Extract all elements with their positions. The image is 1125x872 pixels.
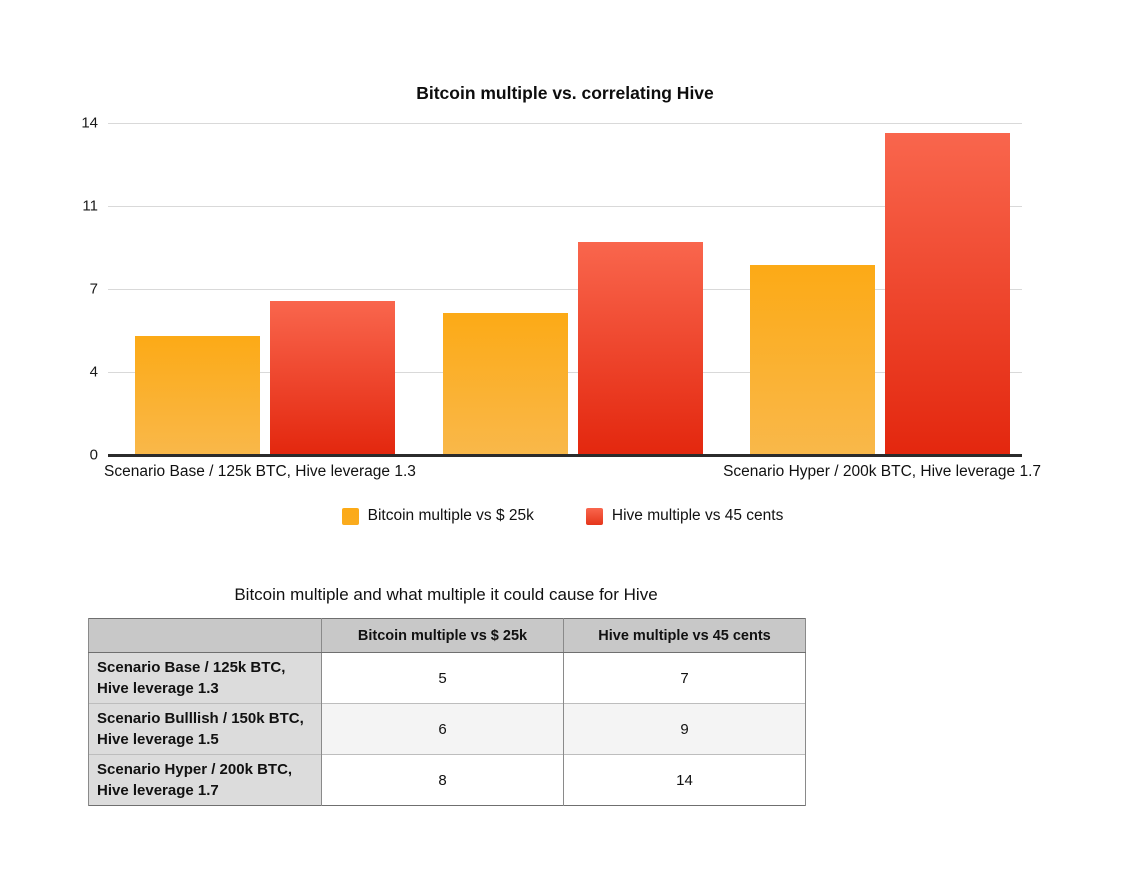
table-title: Bitcoin multiple and what multiple it co… (234, 585, 658, 604)
y-axis-tick-0: 0 (89, 446, 98, 464)
cell-hyper-bitcoin-multiple: 8 (321, 754, 564, 806)
row-label-scenario-bullish: Scenario Bulllish / 150k BTC, Hive lever… (88, 703, 322, 755)
chart-legend: Bitcoin multiple vs $ 25k Hive multiple … (0, 507, 1125, 525)
x-axis-label-hyper: Scenario Hyper / 200k BTC, Hive leverage… (723, 463, 1041, 480)
cell-hyper-hive-multiple: 14 (563, 754, 806, 806)
legend-label-hive: Hive multiple vs 45 cents (611, 507, 784, 524)
legend-label-bitcoin: Bitcoin multiple vs $ 25k (367, 507, 534, 524)
column-header-blank (88, 618, 322, 653)
bar-bitcoin-group3 (750, 265, 875, 455)
cell-bullish-hive-multiple: 9 (563, 703, 806, 755)
row-label-scenario-base: Scenario Base / 125k BTC, Hive leverage … (88, 652, 322, 704)
x-axis-label-base: Scenario Base / 125k BTC, Hive leverage … (104, 463, 416, 480)
bar-hive-group3 (885, 132, 1010, 455)
legend-item-hive: Hive multiple vs 45 cents (585, 507, 784, 525)
bar-bitcoin-group1 (135, 336, 260, 455)
x-axis-labels: Scenario Base / 125k BTC, Hive leverage … (104, 463, 1041, 481)
chart-title: Bitcoin multiple vs. correlating Hive (416, 83, 714, 103)
legend-item-bitcoin: Bitcoin multiple vs $ 25k (341, 507, 534, 525)
gridline-11 (108, 206, 1022, 207)
cell-base-hive-multiple: 7 (563, 652, 806, 704)
table-header-row: Bitcoin multiple vs $ 25k Hive multiple … (88, 618, 806, 653)
plot-area: 0 4 7 11 14 (81, 115, 1022, 464)
cell-bullish-bitcoin-multiple: 6 (321, 703, 564, 755)
scenarios-table: Bitcoin multiple vs $ 25k Hive multiple … (88, 618, 806, 806)
table-row-scenario-hyper: Scenario Hyper / 200k BTC, Hive leverage… (88, 754, 806, 806)
bar-hive-group2 (577, 241, 703, 455)
table-row-scenario-base: Scenario Base / 125k BTC, Hive leverage … (88, 652, 806, 704)
bar-hive-group1 (270, 300, 395, 455)
table-row-scenario-bullish: Scenario Bulllish / 150k BTC, Hive lever… (88, 703, 806, 755)
row-label-scenario-hyper: Scenario Hyper / 200k BTC, Hive leverage… (88, 754, 322, 806)
column-header-bitcoin-multiple: Bitcoin multiple vs $ 25k (321, 618, 564, 653)
bar-bitcoin-group2 (442, 312, 568, 455)
column-header-hive-multiple: Hive multiple vs 45 cents (563, 618, 806, 653)
gridline-14 (108, 123, 1022, 124)
bitcoin-series-swatch-icon (341, 507, 359, 525)
cell-base-bitcoin-multiple: 5 (321, 652, 564, 704)
x-axis-line (108, 454, 1022, 457)
y-axis-tick-4: 4 (89, 363, 98, 381)
y-axis-tick-7: 7 (89, 280, 98, 298)
y-axis-tick-14: 14 (81, 114, 98, 132)
y-axis-tick-11: 11 (82, 197, 98, 215)
gridline-7 (108, 289, 1022, 290)
hive-series-swatch-icon (585, 507, 603, 525)
